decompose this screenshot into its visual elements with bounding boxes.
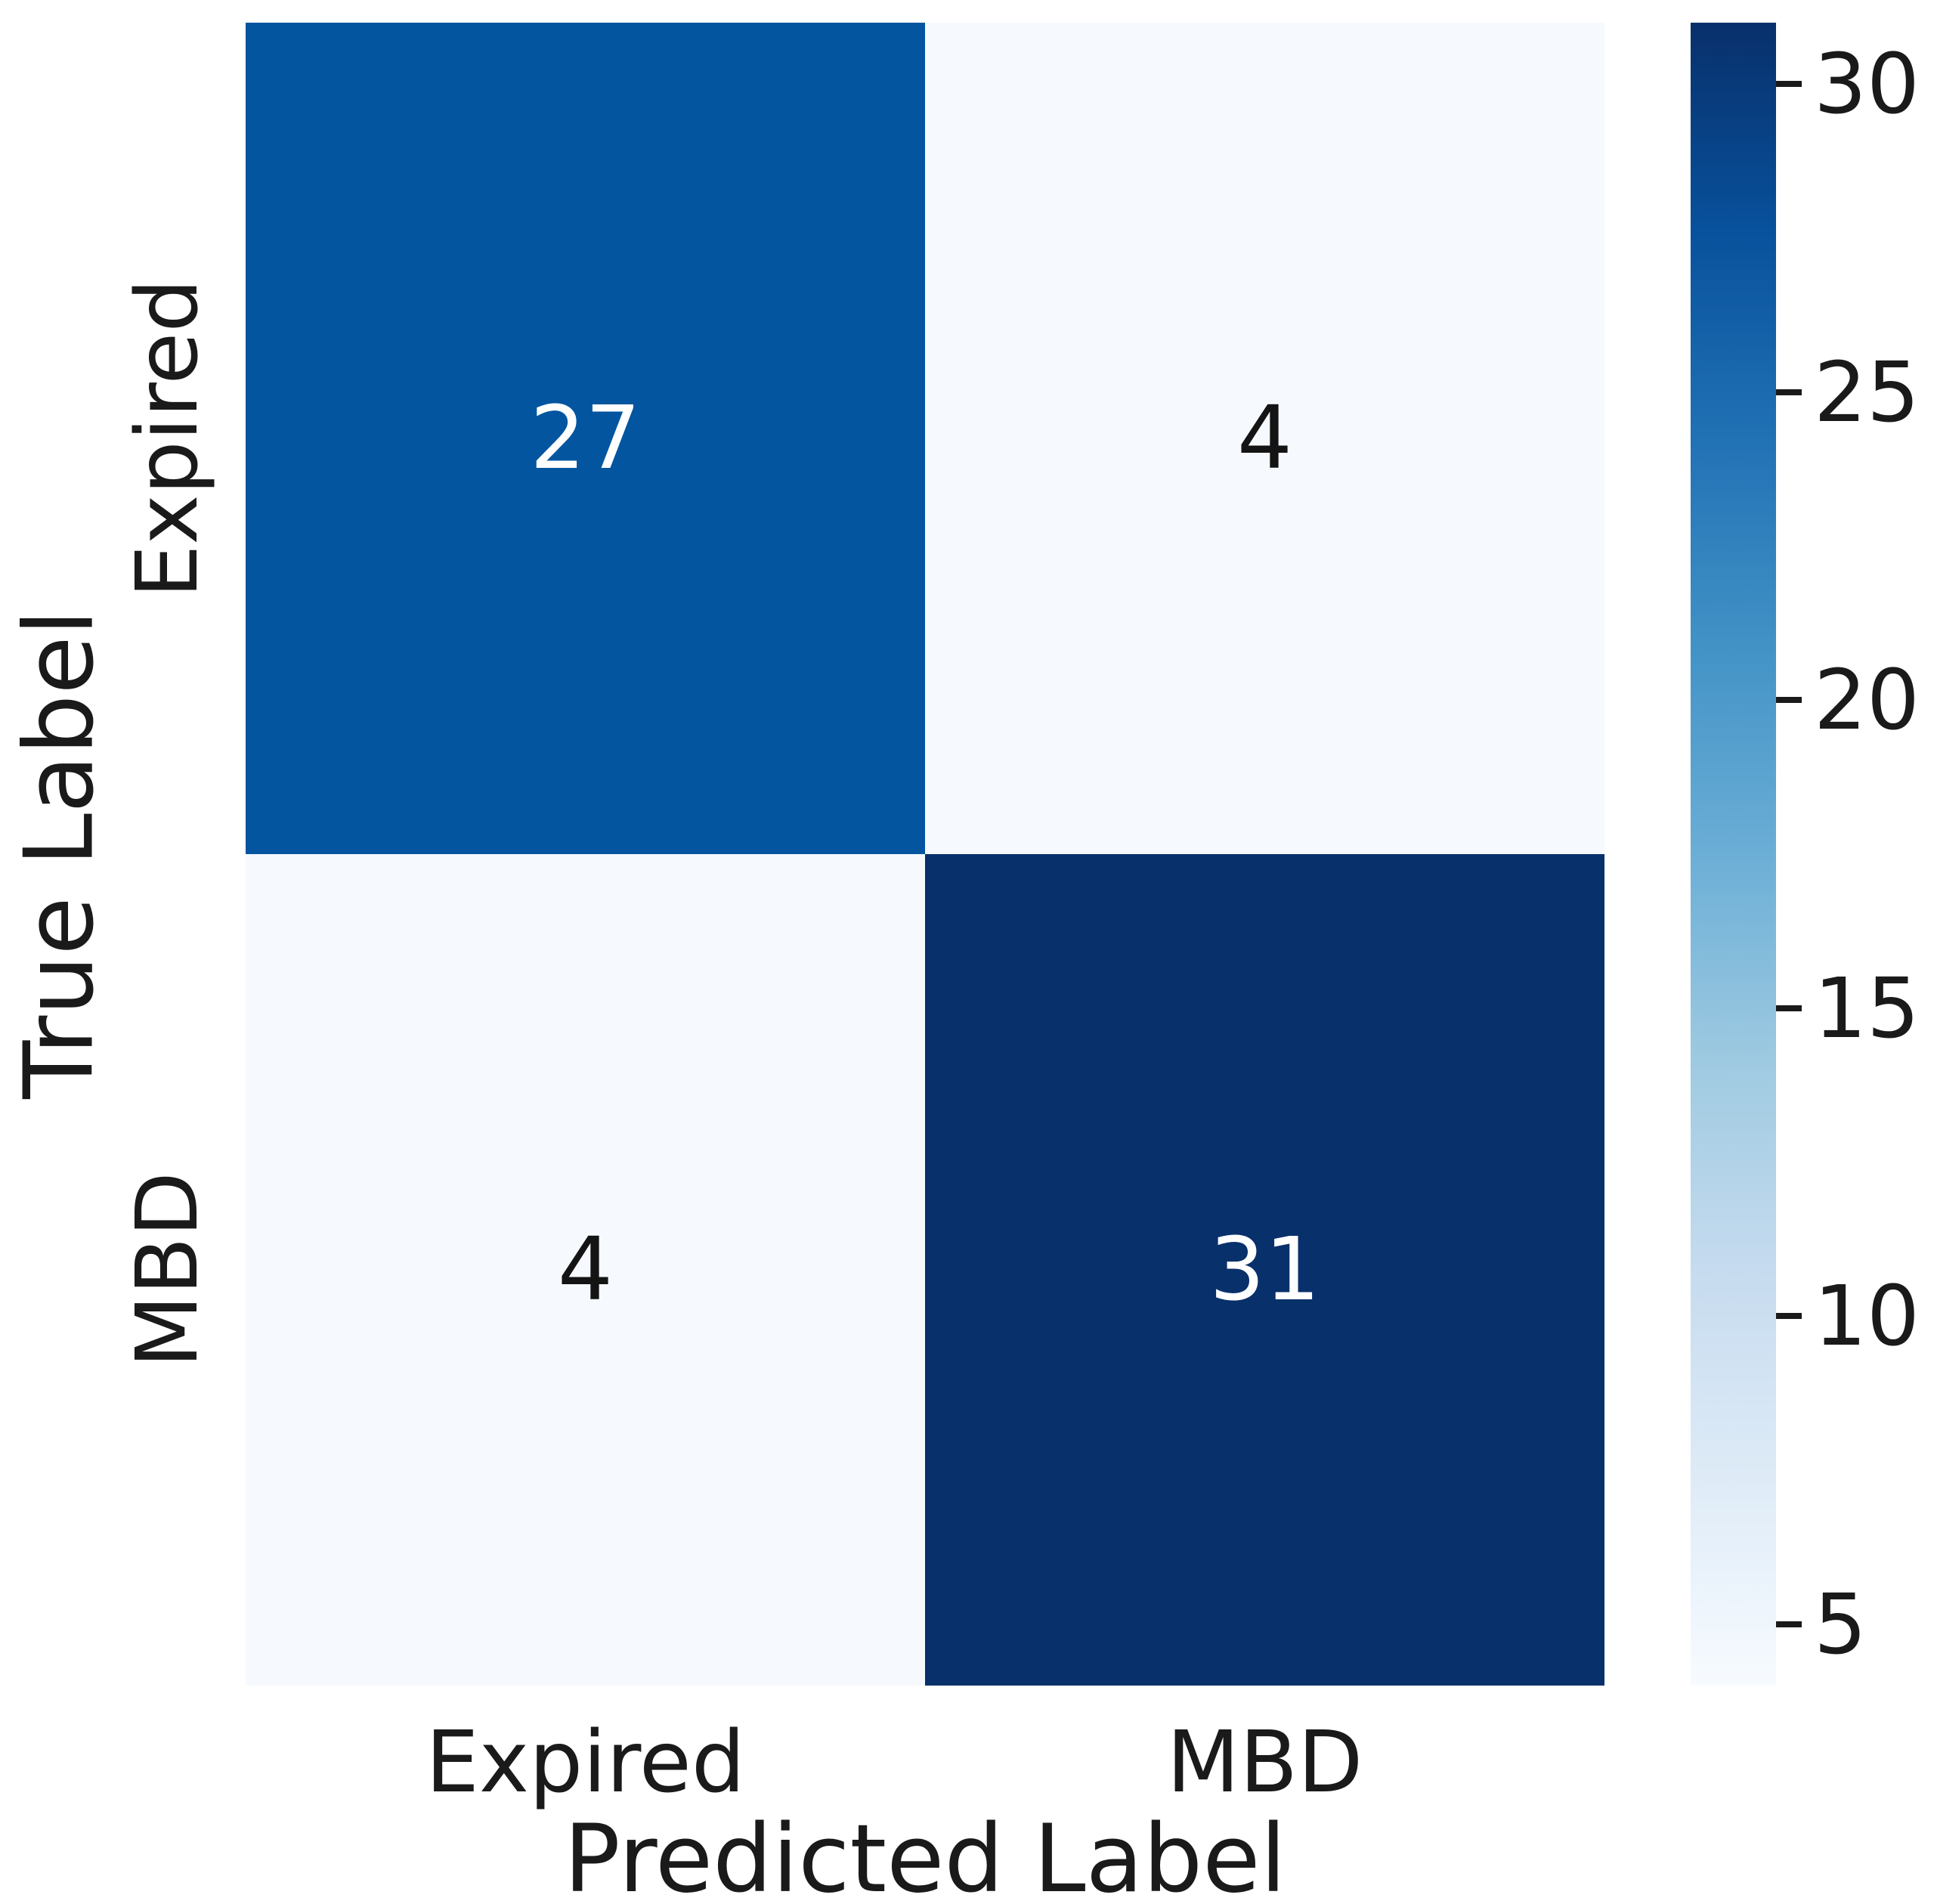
colorbar-tick-15: 15: [1776, 955, 1920, 1061]
heatmap: 27 4 4 31: [246, 23, 1604, 1686]
y-tick-label-expired: Expired: [119, 278, 217, 599]
x-tick-label-mbd: MBD: [1166, 1714, 1363, 1812]
colorbar-tick-dash: [1776, 81, 1802, 88]
colorbar-tick-dash: [1776, 697, 1802, 704]
colorbar-tick-dash: [1776, 1005, 1802, 1011]
y-tick-label-mbd: MBD: [119, 1172, 217, 1368]
colorbar-tick-dash: [1776, 1621, 1802, 1627]
colorbar: 30 25 20 15 10 5: [1691, 23, 1920, 1686]
heatmap-cell-true-expired-pred-expired: 27: [246, 23, 925, 854]
colorbar-tick-dash: [1776, 1313, 1802, 1320]
x-tick-label-expired: Expired: [425, 1714, 745, 1812]
heatmap-cell-true-mbd-pred-expired: 4: [246, 854, 925, 1686]
colorbar-tick-label: 10: [1814, 1268, 1920, 1365]
colorbar-tick-label: 30: [1814, 36, 1920, 133]
cell-value: 4: [557, 1219, 614, 1320]
colorbar-tick-25: 25: [1776, 339, 1920, 445]
cell-value: 27: [530, 388, 641, 489]
heatmap-cell-true-expired-pred-mbd: 4: [925, 23, 1604, 854]
colorbar-tick-30: 30: [1776, 31, 1920, 137]
colorbar-tick-dash: [1776, 389, 1802, 395]
colorbar-tick-label: 5: [1814, 1575, 1867, 1673]
colorbar-tick-label: 20: [1814, 652, 1920, 749]
cell-value: 31: [1209, 1219, 1320, 1320]
colorbar-tick-label: 25: [1814, 343, 1920, 441]
y-axis-label: True Label: [3, 609, 115, 1099]
colorbar-tick-label: 15: [1814, 959, 1920, 1057]
cell-value: 4: [1236, 388, 1293, 489]
colorbar-tick-5: 5: [1776, 1571, 1867, 1677]
x-axis-label: Predicted Label: [563, 1805, 1287, 1904]
colorbar-tick-20: 20: [1776, 647, 1920, 753]
colorbar-gradient: [1691, 23, 1776, 1686]
heatmap-cell-true-mbd-pred-mbd: 31: [925, 854, 1604, 1686]
colorbar-tick-10: 10: [1776, 1263, 1920, 1369]
